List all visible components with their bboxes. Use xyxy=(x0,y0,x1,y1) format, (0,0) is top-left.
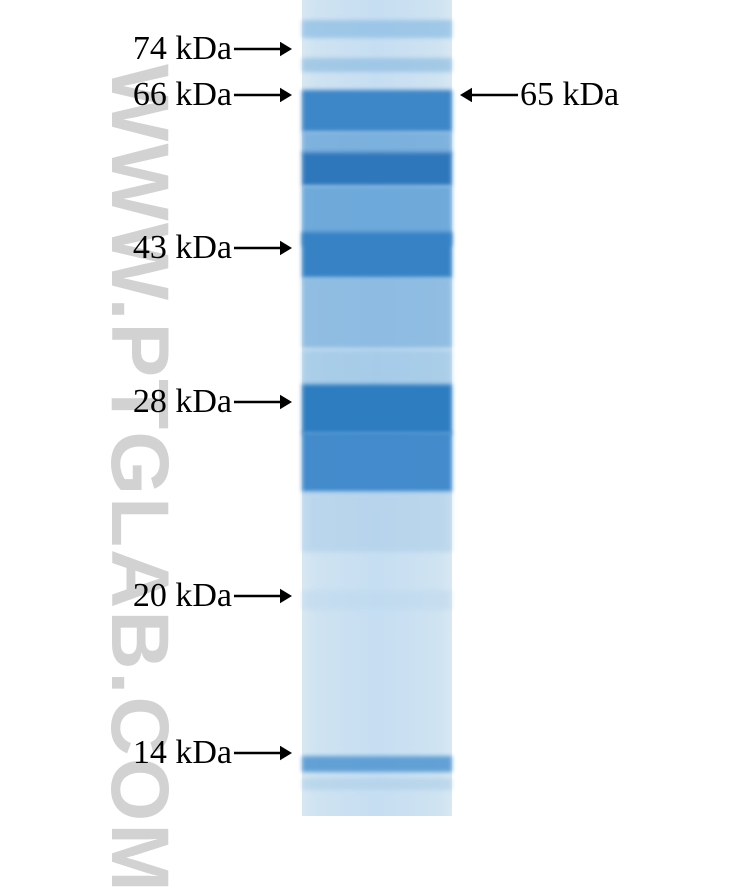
marker-left: 43 kDa xyxy=(133,229,292,267)
gel-band xyxy=(302,492,452,552)
arrow-right-icon xyxy=(234,584,292,608)
gel-band xyxy=(302,756,452,772)
marker-left: 66 kDa xyxy=(133,76,292,114)
marker-label-text: 28 kDa xyxy=(133,383,232,421)
gel-band xyxy=(302,278,452,348)
marker-left: 74 kDa xyxy=(133,30,292,68)
marker-label-text: 14 kDa xyxy=(133,734,232,772)
marker-label-text: 65 kDa xyxy=(520,76,619,114)
gel-lane xyxy=(302,0,452,816)
marker-label-text: 74 kDa xyxy=(133,30,232,68)
gel-band xyxy=(302,20,452,38)
gel-band xyxy=(302,58,452,72)
marker-label-text: 66 kDa xyxy=(133,76,232,114)
gel-band xyxy=(302,432,452,492)
gel-band xyxy=(302,90,452,132)
gel-band xyxy=(302,590,452,610)
arrow-right-icon xyxy=(234,236,292,260)
marker-left: 20 kDa xyxy=(133,577,292,615)
gel-band xyxy=(302,778,452,790)
gel-band xyxy=(302,384,452,434)
gel-band xyxy=(302,232,452,278)
gel-figure: WWW.PTGLAB.COM 74 kDa 66 kDa 43 kDa 28 k… xyxy=(0,0,740,816)
gel-band xyxy=(302,350,452,384)
marker-left: 28 kDa xyxy=(133,383,292,421)
gel-band xyxy=(302,152,452,186)
marker-label-text: 20 kDa xyxy=(133,577,232,615)
arrow-right-icon xyxy=(234,37,292,61)
arrow-right-icon xyxy=(234,83,292,107)
arrow-left-icon xyxy=(460,83,518,107)
gel-band xyxy=(302,132,452,154)
marker-left: 14 kDa xyxy=(133,734,292,772)
arrow-right-icon xyxy=(234,390,292,414)
marker-label-text: 43 kDa xyxy=(133,229,232,267)
arrow-right-icon xyxy=(234,741,292,765)
marker-right: 65 kDa xyxy=(460,76,619,114)
